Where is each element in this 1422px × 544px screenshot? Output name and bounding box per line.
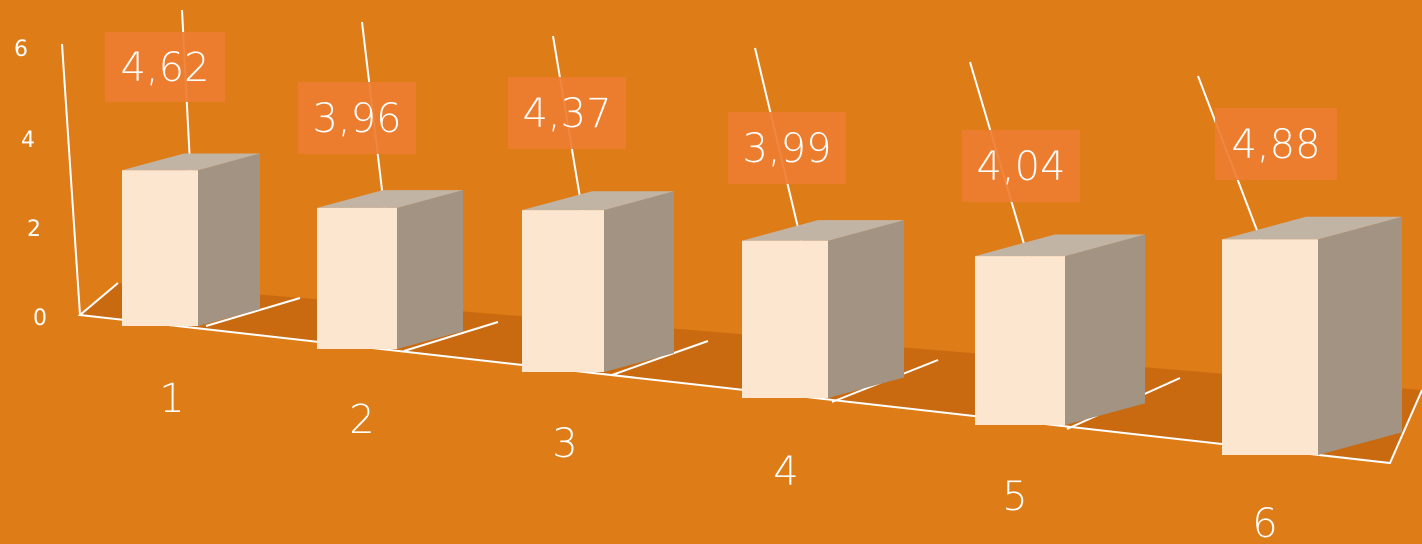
y-axis-line [61,43,81,316]
x-axis-labels: 1 2 3 4 5 6 [159,376,1277,544]
data-label: 4,62 [105,32,225,102]
x-category-label: 1 [159,376,184,422]
x-category-label: 3 [552,421,577,467]
y-tick-label: 2 [27,217,41,242]
bar-side [198,153,260,326]
bar-side [604,191,674,372]
y-tick-label: 0 [33,306,47,331]
bar-front [975,256,1065,425]
data-label-text: 4,04 [976,144,1065,190]
data-label-box [962,130,1080,202]
bar-top [742,220,904,241]
data-label-text: 4,62 [120,45,209,91]
y-axis: 0 2 4 6 [14,37,81,331]
data-label-text: 3,99 [742,126,831,172]
bar-front [122,170,198,326]
bar-top [522,191,674,211]
data-label: 4,37 [508,77,626,149]
data-label-box [508,77,626,149]
floor-edge [77,282,1422,465]
bar-1 [122,153,260,326]
y-tick-label: 4 [21,128,35,153]
bar-front [742,240,828,398]
floor-grid-line [611,340,709,376]
bar-front [317,207,397,349]
data-label-text: 3,96 [312,96,401,142]
bar-front [1222,239,1318,455]
bar-top [317,190,463,208]
x-category-label: 4 [773,449,798,495]
data-label: 3,99 [728,112,846,184]
data-label-box [1215,108,1337,180]
data-label: 3,96 [298,82,416,154]
data-label-box [298,82,416,154]
bar-top [122,153,260,171]
data-labels: 4,62 3,96 4,37 3,99 4,04 4,88 [105,32,1337,202]
data-label-text: 4,88 [1231,122,1320,168]
bar-3 [522,191,674,372]
data-label: 4,04 [962,130,1080,202]
bar-4 [742,220,904,398]
bar-6 [1222,216,1402,455]
data-label: 4,88 [1215,108,1337,180]
data-label-box [728,112,846,184]
bar-5 [975,234,1145,425]
floor-grid-line [205,297,301,327]
bar-front [522,210,604,372]
x-category-label: 2 [349,397,374,443]
y-tick-label: 6 [14,37,28,62]
x-category-label: 5 [1002,474,1027,520]
bar-side [397,190,463,349]
bars [122,153,1402,455]
x-category-label: 6 [1252,501,1277,544]
bar-2 [317,190,463,349]
bar-top [1222,216,1402,240]
bar-side [1065,234,1145,425]
data-label-text: 4,37 [522,91,611,137]
data-label-box [105,32,225,102]
bar-top [975,234,1145,257]
bar-side [1318,216,1402,455]
floor-grid-line [403,321,499,352]
bar-side [828,220,904,398]
